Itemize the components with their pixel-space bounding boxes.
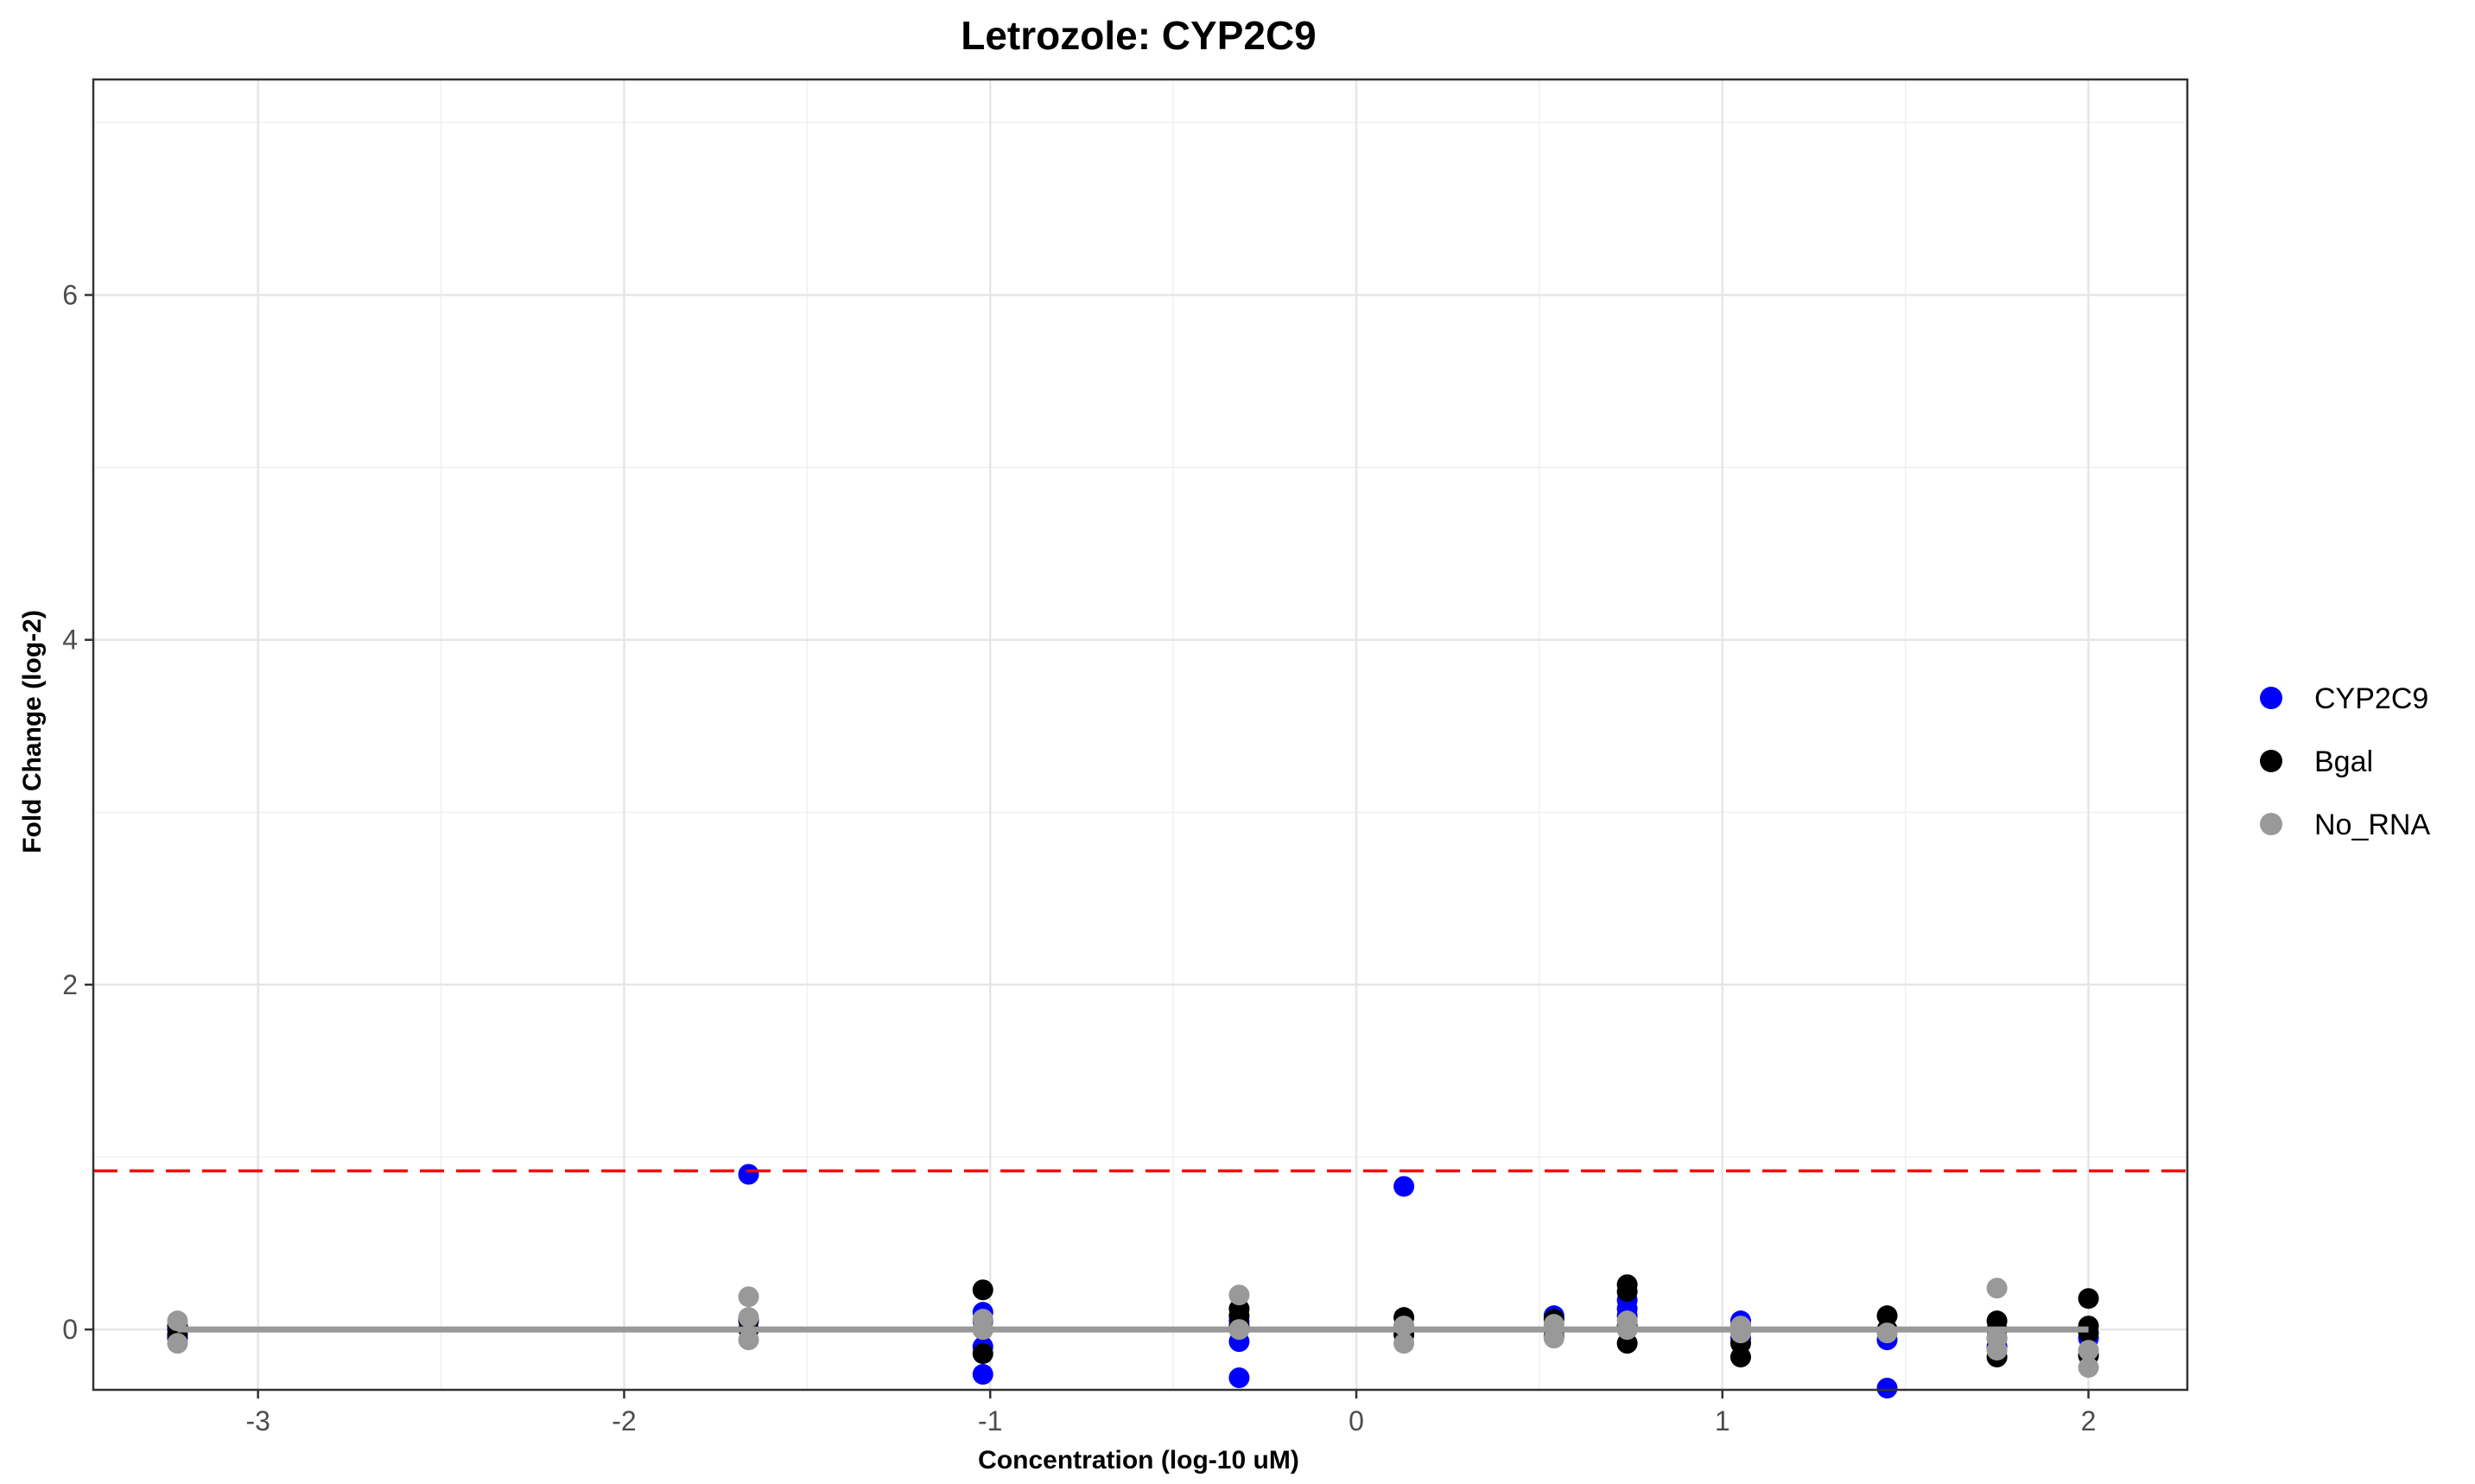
data-point bbox=[1986, 1340, 2008, 1361]
x-tick-label: -3 bbox=[245, 1405, 270, 1436]
plot-panel-border bbox=[92, 78, 2189, 1392]
data-point bbox=[972, 1343, 993, 1365]
x-tick-label: -2 bbox=[612, 1405, 636, 1436]
y-tick-label: 2 bbox=[62, 969, 78, 1000]
legend-item-no-rna: No_RNA bbox=[2260, 809, 2430, 841]
y-axis-ticks: 0 2 4 6 bbox=[62, 280, 93, 1345]
x-tick-label: -1 bbox=[978, 1405, 1002, 1436]
x-axis-ticks: -3 -2 -1 0 1 2 bbox=[245, 1390, 2096, 1436]
legend-key bbox=[2260, 687, 2282, 709]
data-point bbox=[738, 1329, 759, 1351]
data-point bbox=[972, 1279, 993, 1301]
data-point bbox=[1876, 1322, 1898, 1344]
data-point bbox=[1876, 1378, 1898, 1399]
legend-key bbox=[2260, 750, 2282, 772]
data-point bbox=[167, 1333, 188, 1354]
data-point bbox=[2078, 1357, 2099, 1379]
legend-label: CYP2C9 bbox=[2314, 682, 2428, 715]
data-point bbox=[1393, 1333, 1415, 1354]
data-point bbox=[738, 1307, 759, 1329]
data-point bbox=[2078, 1340, 2099, 1361]
legend-label: No_RNA bbox=[2314, 809, 2430, 841]
y-axis-title: Fold Change (log-2) bbox=[18, 610, 47, 853]
data-points bbox=[167, 1164, 2099, 1399]
x-tick-label: 1 bbox=[1715, 1405, 1730, 1436]
legend-key bbox=[2260, 813, 2282, 835]
data-point bbox=[1228, 1367, 1250, 1389]
data-point bbox=[1393, 1176, 1415, 1197]
legend-label: Bgal bbox=[2314, 745, 2373, 778]
data-point bbox=[1228, 1284, 1250, 1306]
x-axis-title: Concentration (log-10 uM) bbox=[978, 1446, 1299, 1474]
legend-item-cyp2c9: CYP2C9 bbox=[2260, 682, 2428, 715]
data-point bbox=[1729, 1347, 1751, 1368]
data-point bbox=[972, 1364, 993, 1386]
y-tick-label: 0 bbox=[62, 1314, 78, 1345]
legend-item-bgal: Bgal bbox=[2260, 745, 2373, 778]
data-point bbox=[1543, 1328, 1564, 1349]
x-tick-label: 2 bbox=[2081, 1405, 2097, 1436]
data-point bbox=[1616, 1281, 1638, 1303]
data-point bbox=[2078, 1288, 2099, 1310]
y-tick-label: 6 bbox=[62, 280, 78, 311]
data-point bbox=[167, 1310, 188, 1332]
legend: CYP2C9 Bgal No_RNA bbox=[2260, 682, 2430, 841]
major-gridlines bbox=[93, 79, 2187, 1390]
minor-gridlines bbox=[93, 79, 2187, 1390]
chart-title: Letrozole: CYP2C9 bbox=[961, 13, 1317, 58]
data-point bbox=[1729, 1322, 1751, 1344]
data-point bbox=[738, 1164, 759, 1185]
y-tick-label: 4 bbox=[62, 625, 78, 656]
data-point bbox=[738, 1286, 759, 1308]
data-point bbox=[1986, 1278, 2008, 1299]
x-tick-label: 0 bbox=[1349, 1405, 1364, 1436]
reference-lines bbox=[93, 1169, 2187, 1333]
